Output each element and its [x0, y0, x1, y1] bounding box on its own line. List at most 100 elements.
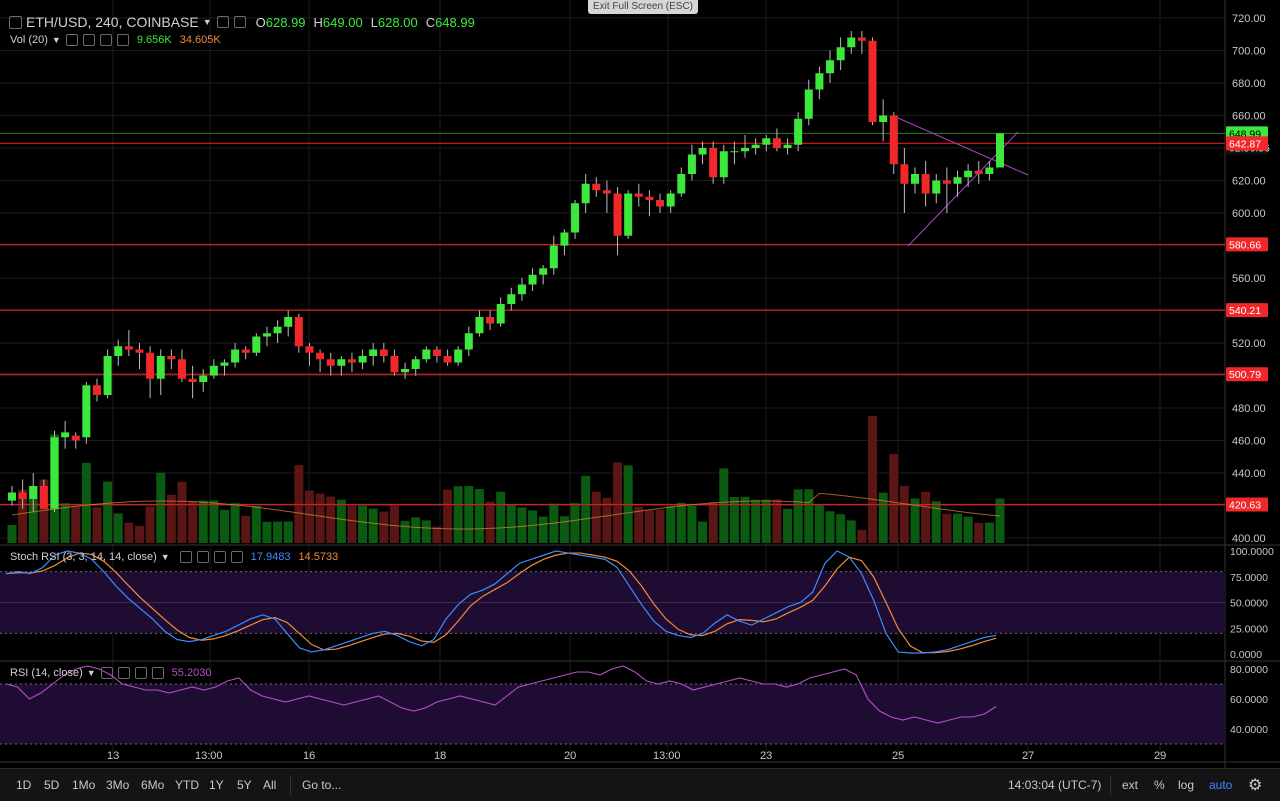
volume-bar [517, 507, 527, 543]
candle-body [549, 245, 558, 269]
source-icon[interactable] [99, 34, 112, 46]
price-tick-label: 520.00 [1232, 338, 1266, 350]
rsi-label[interactable]: RSI (14, close) [10, 667, 83, 679]
candle-body [411, 359, 420, 369]
chevron-down-icon[interactable]: ▼ [51, 35, 61, 45]
stoch-rsi-label[interactable]: Stoch RSI (3, 3, 14, 14, close) [10, 551, 157, 563]
range-5d[interactable]: 5D [44, 778, 60, 792]
open-label: O [255, 14, 266, 30]
candle-body [539, 268, 548, 275]
ext-toggle[interactable]: ext [1122, 778, 1139, 792]
candle-body [942, 180, 951, 184]
volume-bar [124, 522, 134, 543]
symbol-title[interactable]: ETH/USD, 240, COINBASE [26, 14, 199, 30]
volume-bar [931, 501, 941, 543]
candle-body [167, 356, 176, 360]
candle-body [794, 118, 803, 145]
level-tag-1-bg [1226, 136, 1268, 151]
range-1d[interactable]: 1D [16, 778, 32, 792]
settings-icon[interactable] [196, 551, 209, 563]
time-tick-label: 18 [434, 750, 446, 762]
candle-body [571, 203, 580, 233]
volume-bar [134, 525, 144, 543]
candle-body [358, 356, 367, 363]
range-1y[interactable]: 1Y [209, 778, 224, 792]
candle-body [294, 317, 303, 347]
volume-label[interactable]: Vol (20) [10, 34, 48, 46]
close-value: 648.99 [435, 14, 475, 30]
volume-bar [156, 472, 166, 543]
chevron-down-icon[interactable]: ▼ [202, 17, 212, 27]
source-icon[interactable] [134, 667, 147, 679]
close-icon[interactable] [230, 551, 243, 563]
volume-bar [464, 486, 474, 543]
range-3mo[interactable]: 3Mo [106, 778, 130, 792]
price-tick-label: 440.00 [1232, 468, 1266, 480]
level-tag-5-bg [1226, 497, 1268, 512]
candle-body [326, 359, 335, 366]
collapse-icon[interactable] [9, 15, 22, 29]
log-toggle[interactable]: log [1178, 778, 1195, 792]
volume-bar [538, 516, 548, 543]
volume-bar [273, 521, 283, 543]
rsi-line [5, 665, 997, 724]
auto-toggle[interactable]: auto [1209, 778, 1233, 792]
settings-icon[interactable] [117, 667, 130, 679]
candle-body [836, 47, 845, 61]
candle-body [39, 486, 48, 509]
chevron-down-icon[interactable]: ▼ [160, 552, 170, 562]
chevron-down-icon[interactable]: ▼ [86, 668, 96, 678]
candle-body [656, 200, 665, 207]
low-value: 628.00 [377, 14, 418, 30]
level-tag-3-bg [1226, 303, 1268, 318]
settings-icon[interactable] [216, 16, 229, 28]
exit-fullscreen-badge[interactable]: Exit Full Screen (ESC) [588, 0, 698, 14]
range-all[interactable]: All [263, 778, 277, 792]
source-icon[interactable] [213, 551, 226, 563]
candle-body [401, 369, 410, 373]
candle-body [507, 294, 516, 304]
eye-icon[interactable] [179, 551, 192, 563]
percent-toggle[interactable]: % [1154, 778, 1165, 792]
symbol-legend: ETH/USD, 240, COINBASE ▼ O 628.99 H 649.… [8, 14, 475, 30]
price-tick-label: 480.00 [1232, 403, 1266, 415]
volume-bar [708, 502, 718, 543]
candle-body [741, 148, 750, 152]
range-1mo[interactable]: 1Mo [72, 778, 96, 792]
candle-body [517, 284, 526, 295]
settings-icon[interactable] [82, 34, 95, 46]
candle-body [900, 164, 909, 184]
divider [290, 775, 291, 795]
stoch-tick-label: 50.0000 [1230, 598, 1268, 610]
candle-body [624, 193, 633, 236]
time-tick-label: 29 [1154, 750, 1166, 762]
volume-bar [910, 498, 920, 543]
goto-button[interactable]: Go to... [302, 778, 342, 792]
gear-icon[interactable]: ⚙ [1248, 777, 1263, 794]
candle-body [921, 174, 930, 194]
close-icon[interactable] [116, 34, 129, 46]
clock[interactable]: 14:03:04 (UTC-7) [1008, 778, 1102, 792]
eye-icon[interactable] [233, 16, 246, 28]
eye-icon[interactable] [65, 34, 78, 46]
candle-body [719, 151, 728, 178]
volume-legend: Vol (20) ▼ 9.656K 34.605K [10, 34, 221, 46]
volume-bar [761, 499, 771, 543]
chart-canvas[interactable]: 720.00700.00680.00660.00640.00620.00600.… [0, 0, 1280, 768]
range-ytd[interactable]: YTD [175, 778, 199, 792]
level-tag-3: 540.21 [1229, 305, 1261, 317]
candle-body [857, 37, 866, 41]
volume-bar [698, 521, 708, 543]
range-6mo[interactable]: 6Mo [141, 778, 165, 792]
candle-body [316, 352, 325, 360]
volume-bar [379, 511, 389, 543]
close-icon[interactable] [151, 667, 164, 679]
candle-body [61, 432, 70, 438]
chart-svg[interactable]: 720.00700.00680.00660.00640.00620.00600.… [0, 0, 1280, 768]
candle-body [188, 378, 197, 382]
range-5y[interactable]: 5Y [237, 778, 252, 792]
candle-body [454, 349, 463, 363]
eye-icon[interactable] [100, 667, 113, 679]
candle-body [996, 133, 1004, 168]
candle-body [432, 349, 441, 356]
